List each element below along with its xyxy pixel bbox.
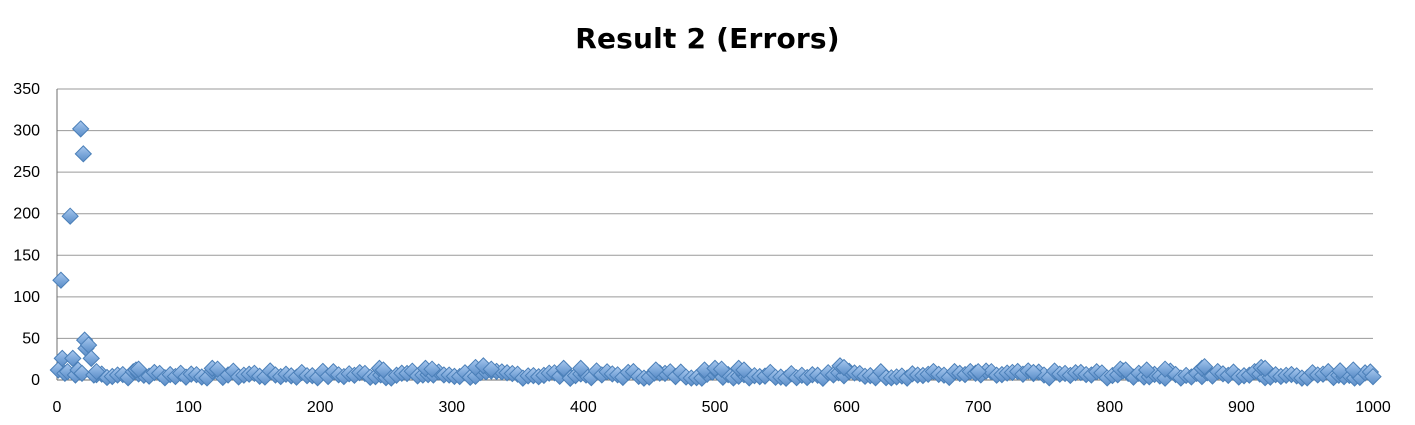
data-point xyxy=(1256,359,1274,378)
x-tick-label: 900 xyxy=(1228,399,1255,416)
y-tick-label: 350 xyxy=(13,81,40,98)
x-tick-label: 500 xyxy=(702,399,729,416)
data-point xyxy=(1331,362,1349,380)
tick-labels: 0 50 100 150 200 250 300 350 0 100 200 300 400 500 600… xyxy=(13,81,1391,416)
y-tick-label: 0 xyxy=(31,372,40,389)
data-point xyxy=(423,360,441,378)
data-point xyxy=(61,207,79,225)
data-point xyxy=(1195,357,1214,376)
x-tick-label: 700 xyxy=(965,399,992,416)
x-tick-label: 300 xyxy=(438,399,465,416)
chart-title: Result 2 (Errors) xyxy=(575,22,840,55)
y-tick-label: 250 xyxy=(13,164,40,181)
y-tick-label: 50 xyxy=(22,330,40,347)
data-point xyxy=(74,145,93,163)
data-point xyxy=(1364,367,1382,386)
data-point xyxy=(1344,361,1362,379)
x-tick-label: 200 xyxy=(307,399,334,416)
data-points xyxy=(49,120,1382,388)
data-point xyxy=(647,361,665,379)
data-point xyxy=(482,360,500,378)
data-point xyxy=(572,359,590,378)
data-point xyxy=(71,120,90,138)
x-tick-label: 800 xyxy=(1096,399,1123,416)
x-tick-label: 100 xyxy=(175,399,202,416)
x-tick-label: 600 xyxy=(833,399,860,416)
data-point xyxy=(735,361,753,379)
data-point xyxy=(208,360,227,378)
y-tick-label: 300 xyxy=(13,123,40,140)
y-tick-label: 200 xyxy=(13,206,40,223)
data-point xyxy=(969,362,987,381)
x-tick-label: 400 xyxy=(570,399,597,416)
data-point xyxy=(82,349,100,368)
y-tick-label: 100 xyxy=(13,289,40,306)
data-point xyxy=(64,349,82,368)
data-point xyxy=(1024,363,1043,382)
data-point xyxy=(73,364,91,383)
data-point xyxy=(1156,360,1174,378)
data-point xyxy=(374,361,393,379)
data-point xyxy=(129,360,148,378)
axes xyxy=(56,89,1373,381)
data-point xyxy=(554,359,573,378)
y-tick-label: 150 xyxy=(13,247,40,264)
data-point xyxy=(52,271,70,289)
x-tick-label: 1000 xyxy=(1355,399,1391,416)
grid-lines xyxy=(57,88,1373,339)
data-point xyxy=(1137,361,1156,379)
data-point xyxy=(87,362,106,381)
data-point xyxy=(1116,361,1135,379)
x-tick-label: 0 xyxy=(53,399,62,416)
data-point xyxy=(835,358,853,377)
data-point xyxy=(712,360,731,378)
